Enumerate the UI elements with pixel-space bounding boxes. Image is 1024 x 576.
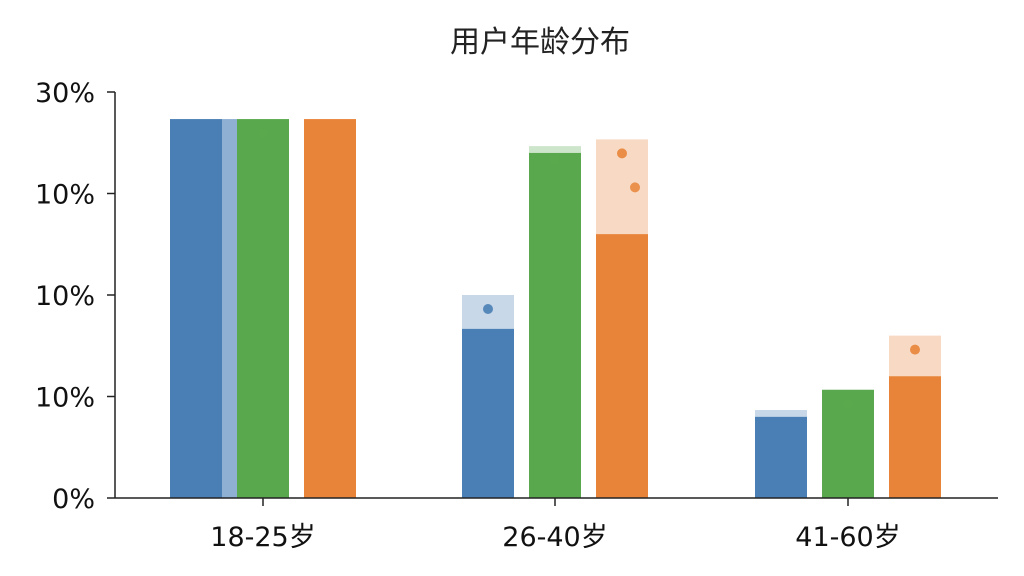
data-point (923, 378, 933, 389)
data-point (563, 189, 573, 200)
bar (889, 376, 941, 498)
x-tick-label: 26-40岁 (502, 522, 607, 553)
data-point (325, 128, 335, 139)
y-tick-label: 10% (35, 180, 95, 211)
data-point (856, 432, 866, 443)
bars (170, 119, 941, 499)
data-point (776, 419, 786, 430)
data-point (617, 148, 627, 159)
data-point (258, 128, 268, 139)
x-tick-label: 41-60岁 (795, 522, 900, 553)
data-point (910, 344, 920, 355)
y-tick-label: 30% (35, 78, 95, 109)
data-point (271, 162, 281, 173)
bar-range (529, 146, 581, 153)
bar (237, 119, 289, 499)
data-point (789, 453, 799, 464)
y-tick-label: 10% (35, 383, 95, 414)
y-axis: 0% 10% 10% 10% 30% (35, 78, 116, 515)
bar (170, 119, 222, 499)
data-point (630, 182, 640, 193)
data-point (496, 338, 506, 348)
data-point (191, 128, 201, 139)
x-tick-label: 18-25岁 (210, 522, 315, 553)
bar (304, 119, 356, 499)
bar (596, 234, 648, 498)
bar (462, 328, 514, 498)
y-tick-label: 0% (52, 484, 95, 515)
chart-title: 用户年龄分布 (450, 25, 630, 60)
data-point (483, 304, 493, 314)
bar-range (889, 335, 941, 377)
data-point (204, 162, 214, 173)
bar (529, 152, 581, 498)
data-point (843, 398, 853, 409)
data-point (550, 155, 560, 166)
data-point (338, 162, 348, 173)
bar-separator (222, 119, 237, 499)
y-tick-label: 10% (35, 281, 95, 312)
x-axis: 18-25岁 26-40岁 41-60岁 (115, 497, 998, 553)
bar-range (755, 410, 807, 417)
